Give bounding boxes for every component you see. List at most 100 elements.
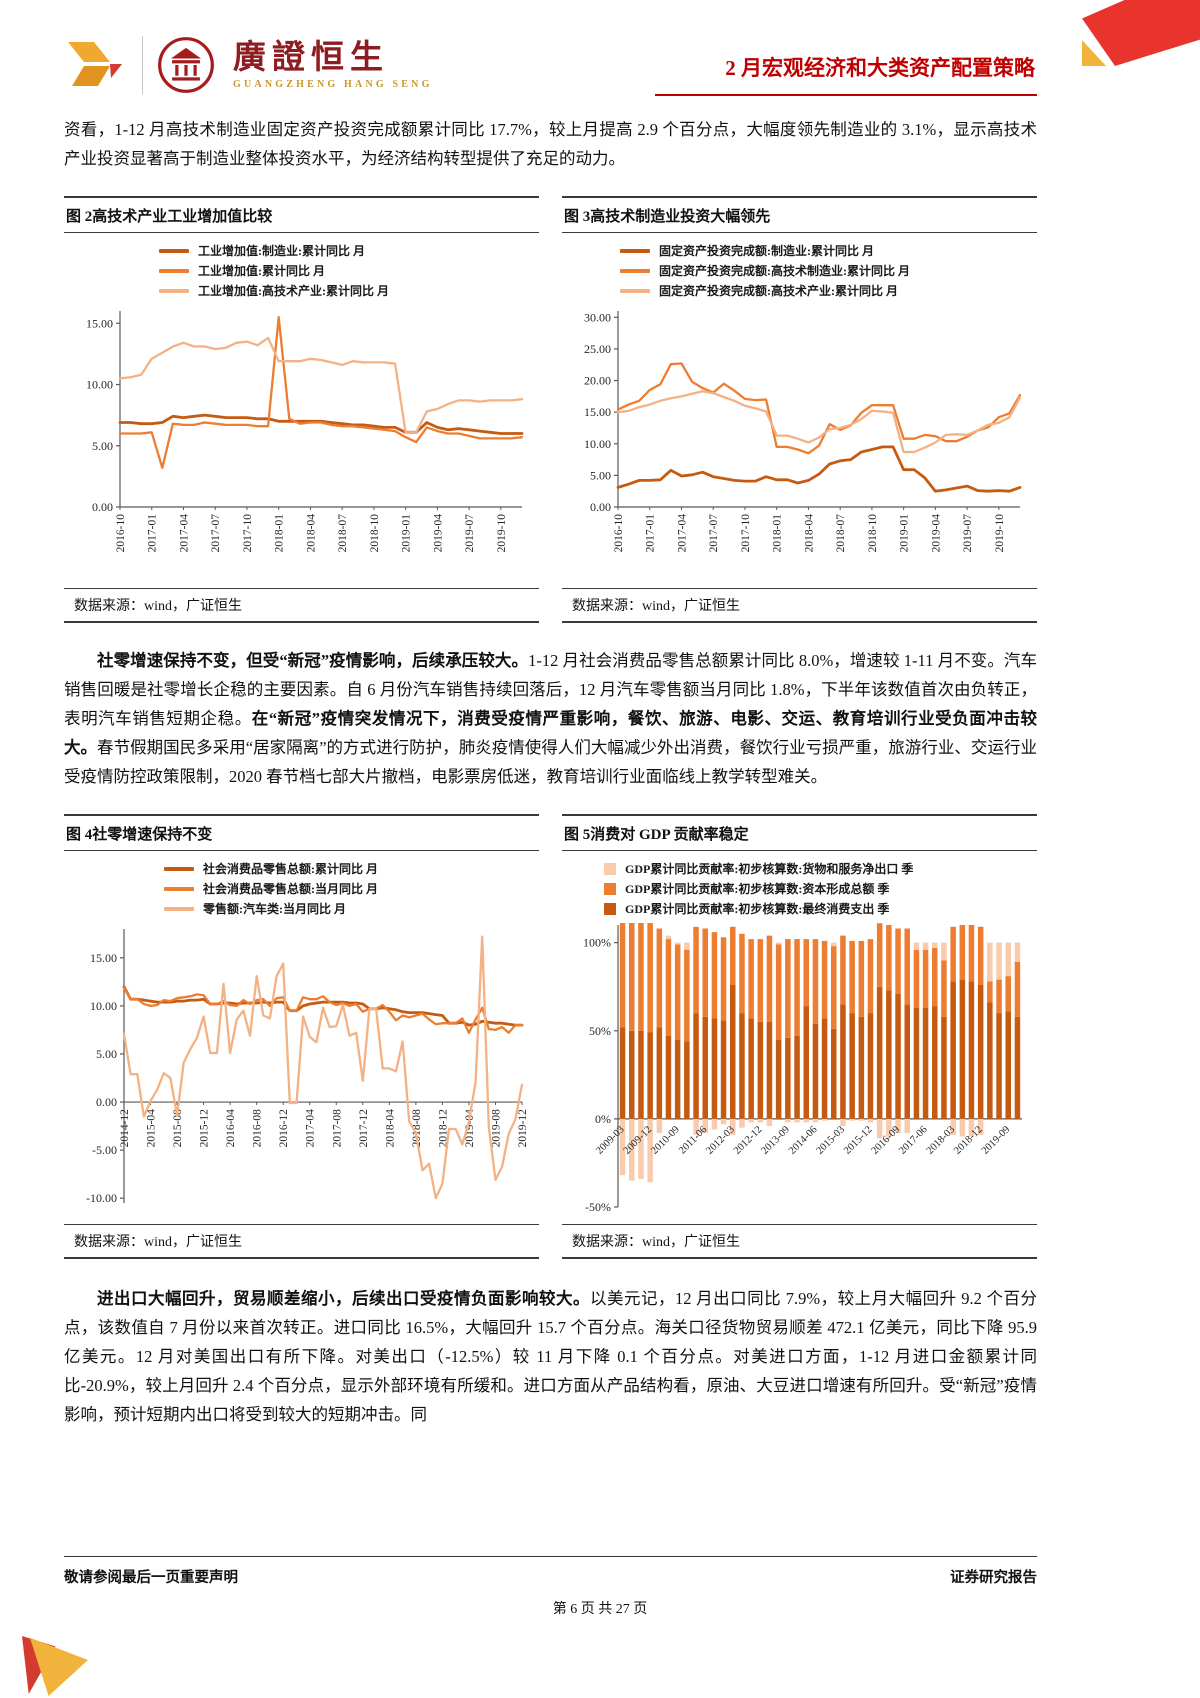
company-logo-icon bbox=[68, 42, 122, 86]
svg-text:2016-10: 2016-10 bbox=[613, 514, 625, 553]
text-run-bold: 进出口大幅回升，贸易顺差缩小，后续出口受疫情负面影响较大。 bbox=[97, 1289, 590, 1309]
svg-text:2010-09: 2010-09 bbox=[649, 1124, 682, 1157]
brand-text: 廣證恒生 GUANGZHENG HANG SENG bbox=[233, 40, 433, 90]
svg-text:2018-03: 2018-03 bbox=[925, 1124, 958, 1157]
svg-text:5.00: 5.00 bbox=[96, 1047, 117, 1061]
figure-4-plot: -10.00 -5.00 0.00 5.00 10.00 15.00 2014-12 2015… bbox=[86, 929, 529, 1205]
legend-label: 工业增加值:制造业:累计同比 月 bbox=[198, 243, 365, 258]
figure-2-plot: 0.00 5.00 10.00 15.00 2016-10 2017-01 2017-04 2… bbox=[86, 311, 524, 553]
svg-text:2015-04: 2015-04 bbox=[146, 1109, 158, 1148]
figures-row-1: 图 2高技术产业工业增加值比较 工业增加值:制造业:累计同比 月工业增加值:累计… bbox=[64, 195, 1037, 624]
svg-text:2017-08: 2017-08 bbox=[331, 1109, 343, 1148]
svg-text:0%: 0% bbox=[595, 1112, 611, 1126]
svg-text:2016-04: 2016-04 bbox=[225, 1109, 237, 1148]
svg-text:2019-08: 2019-08 bbox=[490, 1109, 502, 1148]
svg-text:2018-12: 2018-12 bbox=[952, 1124, 985, 1157]
footer-disclaimer: 敬请参阅最后一页重要声明 bbox=[64, 1570, 238, 1586]
text-run-bold: 在“新冠”疫情突发情况下，消费受疫情严重影响，餐饮、旅游、电影、交运、教育培训行… bbox=[64, 709, 1038, 757]
svg-text:2018-04: 2018-04 bbox=[384, 1109, 396, 1148]
figure-5-source: 数据来源：wind，广证恒生 bbox=[562, 1224, 1037, 1260]
page-footer: 敬请参阅最后一页重要声明 证券研究报告 bbox=[64, 1556, 1037, 1587]
svg-text:0.00: 0.00 bbox=[590, 500, 611, 514]
svg-text:10.00: 10.00 bbox=[584, 437, 611, 451]
legend-label: 固定资产投资完成额:高技术制造业:累计同比 月 bbox=[659, 263, 910, 278]
legend-swatch bbox=[604, 903, 616, 916]
svg-text:2017-04: 2017-04 bbox=[676, 514, 688, 553]
svg-text:2017-06: 2017-06 bbox=[897, 1124, 930, 1157]
legend-label: GDP累计同比贡献率:初步核算数:资本形成总额 季 bbox=[625, 881, 890, 896]
brand-name-cn: 廣證恒生 bbox=[233, 39, 389, 76]
svg-text:2019-09: 2019-09 bbox=[980, 1124, 1013, 1157]
figure-2-legend: 工业增加值:制造业:累计同比 月工业增加值:累计同比 月工业增加值:高技术产业:… bbox=[159, 243, 539, 300]
svg-text:2017-04: 2017-04 bbox=[178, 514, 190, 553]
legend-item: 固定资产投资完成额:高技术产业:累计同比 月 bbox=[620, 283, 1037, 299]
figure-3-title: 图 3高技术制造业投资大幅领先 bbox=[562, 195, 1037, 233]
svg-text:2016-10: 2016-10 bbox=[115, 514, 127, 553]
legend-label: 社会消费品零售总额:当月同比 月 bbox=[203, 881, 378, 896]
legend-swatch bbox=[620, 248, 650, 253]
svg-text:2019-04: 2019-04 bbox=[464, 1109, 476, 1148]
figure-5-legend: GDP累计同比贡献率:初步核算数:货物和服务净出口 季 GDP累计同比贡献率:初步… bbox=[604, 861, 1037, 918]
svg-text:2018-07: 2018-07 bbox=[337, 514, 349, 553]
svg-text:-10.00: -10.00 bbox=[86, 1191, 117, 1205]
svg-text:15.00: 15.00 bbox=[584, 405, 611, 419]
svg-text:2018-04: 2018-04 bbox=[803, 514, 815, 553]
svg-text:2018-01: 2018-01 bbox=[772, 514, 784, 553]
figure-2-source: 数据来源：wind，广证恒生 bbox=[64, 588, 539, 624]
page-content: 廣證恒生 GUANGZHENG HANG SENG 2 月宏观经济和大类资产配置… bbox=[64, 0, 1037, 1430]
paragraph-1: 资看，1-12 月高技术制造业固定资产投资完成额累计同比 17.7%，较上月提高… bbox=[64, 116, 1037, 174]
svg-text:2015-03: 2015-03 bbox=[815, 1124, 848, 1157]
figure-3-source: 数据来源：wind，广证恒生 bbox=[562, 588, 1037, 624]
svg-text:2019-07: 2019-07 bbox=[464, 514, 476, 553]
svg-text:2011-06: 2011-06 bbox=[677, 1124, 709, 1156]
svg-text:2019-04: 2019-04 bbox=[930, 514, 942, 553]
svg-text:2017-01: 2017-01 bbox=[645, 514, 657, 553]
svg-text:2016-08: 2016-08 bbox=[252, 1109, 264, 1148]
legend-label: 社会消费品零售总额:累计同比 月 bbox=[203, 861, 378, 876]
legend-item: 工业增加值:累计同比 月 bbox=[159, 263, 539, 279]
legend-swatch bbox=[159, 269, 189, 274]
svg-text:2014-12: 2014-12 bbox=[119, 1109, 131, 1148]
brand-block: 廣證恒生 GUANGZHENG HANG SENG bbox=[64, 36, 433, 94]
svg-text:2018-10: 2018-10 bbox=[867, 514, 879, 553]
legend-item: 工业增加值:高技术产业:累计同比 月 bbox=[159, 283, 539, 299]
legend-swatch bbox=[620, 269, 650, 274]
legend-label: GDP累计同比贡献率:初步核算数:最终消费支出 季 bbox=[625, 902, 890, 917]
legend-label: 固定资产投资完成额:高技术产业:累计同比 月 bbox=[659, 284, 898, 299]
legend-item: 社会消费品零售总额:累计同比 月 bbox=[164, 861, 539, 877]
figure-2-title: 图 2高技术产业工业增加值比较 bbox=[64, 195, 539, 233]
svg-text:2019-10: 2019-10 bbox=[994, 514, 1006, 553]
legend-item: GDP累计同比贡献率:初步核算数:货物和服务净出口 季 bbox=[604, 861, 1037, 877]
legend-swatch bbox=[159, 289, 189, 294]
svg-text:50%: 50% bbox=[589, 1024, 611, 1038]
figure-5-plot: -50%0%50%100%2009-032009-122010-092011-0… bbox=[583, 923, 1022, 1214]
svg-text:20.00: 20.00 bbox=[584, 374, 611, 388]
svg-text:2015-12: 2015-12 bbox=[842, 1124, 875, 1157]
svg-text:2019-04: 2019-04 bbox=[432, 514, 444, 553]
report-title: 2 月宏观经济和大类资产配置策略 bbox=[655, 36, 1037, 96]
svg-text:2015-08: 2015-08 bbox=[172, 1109, 184, 1148]
svg-text:-5.00: -5.00 bbox=[92, 1143, 117, 1157]
text-run-bold: 社零增速保持不变，但受“新冠”疫情影响，后续承压较大。 bbox=[97, 651, 529, 671]
svg-text:5.00: 5.00 bbox=[590, 469, 611, 483]
text-run: 1-12 月社会消费品零售总额累计同比 8.0%，增速较 1-11 月不变。汽车… bbox=[64, 651, 1038, 729]
svg-text:2019-01: 2019-01 bbox=[401, 514, 413, 553]
svg-text:2017-07: 2017-07 bbox=[708, 514, 720, 553]
legend-item: 社会消费品零售总额:当月同比 月 bbox=[164, 881, 539, 897]
svg-text:30.00: 30.00 bbox=[584, 311, 611, 325]
svg-text:10.00: 10.00 bbox=[90, 999, 117, 1013]
svg-text:2014-06: 2014-06 bbox=[787, 1124, 820, 1157]
brand-name-en: GUANGZHENG HANG SENG bbox=[233, 79, 433, 91]
legend-item: GDP累计同比贡献率:初步核算数:资本形成总额 季 bbox=[604, 881, 1037, 897]
svg-text:2017-04: 2017-04 bbox=[305, 1109, 317, 1148]
figure-3: 图 3高技术制造业投资大幅领先 固定资产投资完成额:制造业:累计同比 月固定资产… bbox=[562, 195, 1037, 624]
svg-text:2017-10: 2017-10 bbox=[242, 514, 254, 553]
legend-swatch bbox=[620, 289, 650, 294]
text-run: 资看，1-12 月高技术制造业固定资产投资完成额累计同比 17.7%，较上月提高… bbox=[64, 120, 1037, 168]
legend-item: 固定资产投资完成额:制造业:累计同比 月 bbox=[620, 243, 1037, 259]
figure-3-legend: 固定资产投资完成额:制造业:累计同比 月固定资产投资完成额:高技术制造业:累计同… bbox=[620, 243, 1037, 300]
legend-swatch bbox=[159, 248, 189, 253]
footer-report-type: 证券研究报告 bbox=[950, 1570, 1037, 1586]
legend-item: 固定资产投资完成额:高技术制造业:累计同比 月 bbox=[620, 263, 1037, 279]
